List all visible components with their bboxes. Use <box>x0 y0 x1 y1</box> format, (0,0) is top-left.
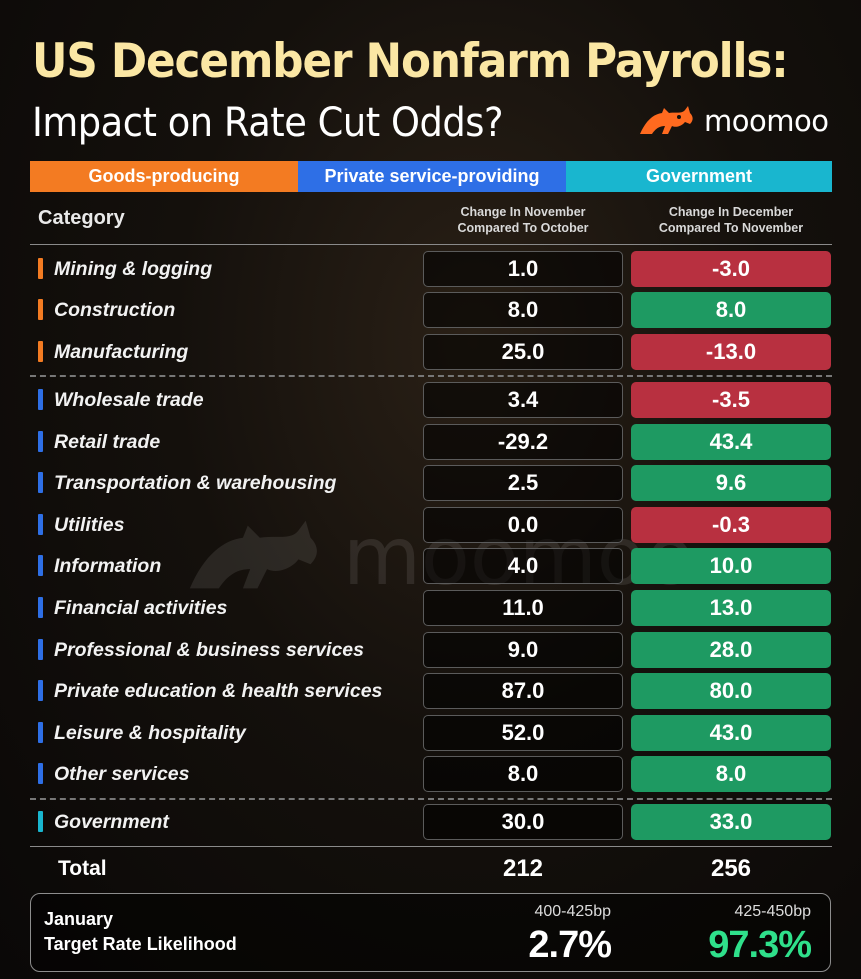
group-marker <box>38 514 43 535</box>
legend-government: Government <box>566 161 832 192</box>
table-row: Construction 8.0 8.0 <box>0 292 861 328</box>
total-label: Total <box>58 857 107 880</box>
december-value: 28.0 <box>631 632 831 668</box>
row-label: Transportation & warehousing <box>54 472 337 494</box>
row-label: Information <box>54 555 162 577</box>
group-marker <box>38 299 43 320</box>
december-value: 10.0 <box>631 548 831 584</box>
group-marker <box>38 639 43 660</box>
table-row: Professional & business services 9.0 28.… <box>0 632 861 668</box>
total-november: 212 <box>502 855 544 882</box>
december-value: 43.4 <box>631 424 831 460</box>
november-value: 52.0 <box>423 715 623 751</box>
group-marker <box>38 431 43 452</box>
group-divider <box>30 375 832 377</box>
group-marker <box>38 555 43 576</box>
table-row: Wholesale trade 3.4 -3.5 <box>0 382 861 418</box>
group-divider <box>30 798 832 800</box>
december-value: 13.0 <box>631 590 831 626</box>
december-value: 9.6 <box>631 465 831 501</box>
group-marker <box>38 722 43 743</box>
november-value: 0.0 <box>423 507 623 543</box>
group-marker <box>38 389 43 410</box>
december-value: -13.0 <box>631 334 831 370</box>
row-label: Professional & business services <box>54 639 364 661</box>
brand-logo: moomoo <box>638 104 829 138</box>
december-column-header: Change In December Compared To November <box>658 205 804 235</box>
table-row: Financial activities 11.0 13.0 <box>0 590 861 626</box>
group-marker <box>38 597 43 618</box>
november-value: 9.0 <box>423 632 623 668</box>
category-legend: Goods-producing Private service-providin… <box>30 161 832 192</box>
likelihood-month: January <box>44 909 114 929</box>
november-value: 11.0 <box>423 590 623 626</box>
november-value: -29.2 <box>423 424 623 460</box>
table-row: Utilities 0.0 -0.3 <box>0 507 861 543</box>
december-value: 8.0 <box>631 756 831 792</box>
page-subtitle: Impact on Rate Cut Odds? <box>32 100 504 146</box>
group-marker <box>38 763 43 784</box>
table-row: Private education & health services 87.0… <box>0 673 861 709</box>
table-row: Mining & logging 1.0 -3.0 <box>0 251 861 287</box>
header-divider <box>30 244 832 245</box>
group-marker <box>38 680 43 701</box>
table-row: Retail trade -29.2 43.4 <box>0 424 861 460</box>
december-value: 80.0 <box>631 673 831 709</box>
option1-range: 400-425bp <box>534 903 611 920</box>
option2-range: 425-450bp <box>734 903 811 920</box>
total-december: 256 <box>710 855 752 882</box>
december-value: 43.0 <box>631 715 831 751</box>
rate-likelihood-panel: January Target Rate Likelihood 400-425bp… <box>30 893 831 972</box>
group-marker <box>38 341 43 362</box>
legend-goods-producing: Goods-producing <box>30 161 298 192</box>
row-label: Leisure & hospitality <box>54 722 246 744</box>
table-row: Information 4.0 10.0 <box>0 548 861 584</box>
november-value: 4.0 <box>423 548 623 584</box>
november-value: 87.0 <box>423 673 623 709</box>
row-label: Mining & logging <box>54 258 213 280</box>
table-row: Transportation & warehousing 2.5 9.6 <box>0 465 861 501</box>
row-label: Other services <box>54 763 190 785</box>
group-marker <box>38 811 43 832</box>
row-label: Wholesale trade <box>54 389 204 411</box>
december-value: -3.0 <box>631 251 831 287</box>
november-value: 30.0 <box>423 804 623 840</box>
page-title: US December Nonfarm Payrolls: <box>32 34 789 89</box>
legend-private-service: Private service-providing <box>298 161 566 192</box>
row-label: Retail trade <box>54 431 161 453</box>
table-row: Manufacturing 25.0 -13.0 <box>0 334 861 370</box>
group-marker <box>38 258 43 279</box>
likelihood-title: Target Rate Likelihood <box>44 934 237 954</box>
november-value: 8.0 <box>423 292 623 328</box>
option1-probability: 2.7% <box>528 924 612 966</box>
category-header: Category <box>38 207 125 229</box>
december-value: -0.3 <box>631 507 831 543</box>
row-label: Private education & health services <box>54 680 383 702</box>
row-label: Government <box>54 811 169 833</box>
table-row: Government 30.0 33.0 <box>0 804 861 840</box>
november-value: 2.5 <box>423 465 623 501</box>
december-value: 33.0 <box>631 804 831 840</box>
moomoo-logo-icon <box>640 106 693 134</box>
december-value: -3.5 <box>631 382 831 418</box>
table-row: Other services 8.0 8.0 <box>0 756 861 792</box>
december-value: 8.0 <box>631 292 831 328</box>
november-value: 8.0 <box>423 756 623 792</box>
option2-probability: 97.3% <box>708 924 812 966</box>
group-marker <box>38 472 43 493</box>
november-value: 25.0 <box>423 334 623 370</box>
row-label: Utilities <box>54 514 125 536</box>
row-label: Financial activities <box>54 597 228 619</box>
november-value: 3.4 <box>423 382 623 418</box>
total-divider <box>30 846 832 847</box>
brand-name: moomoo <box>704 104 829 138</box>
row-label: Construction <box>54 299 176 321</box>
table-row: Leisure & hospitality 52.0 43.0 <box>0 715 861 751</box>
row-label: Manufacturing <box>54 341 189 363</box>
november-column-header: Change In November Compared To October <box>457 205 589 235</box>
november-value: 1.0 <box>423 251 623 287</box>
